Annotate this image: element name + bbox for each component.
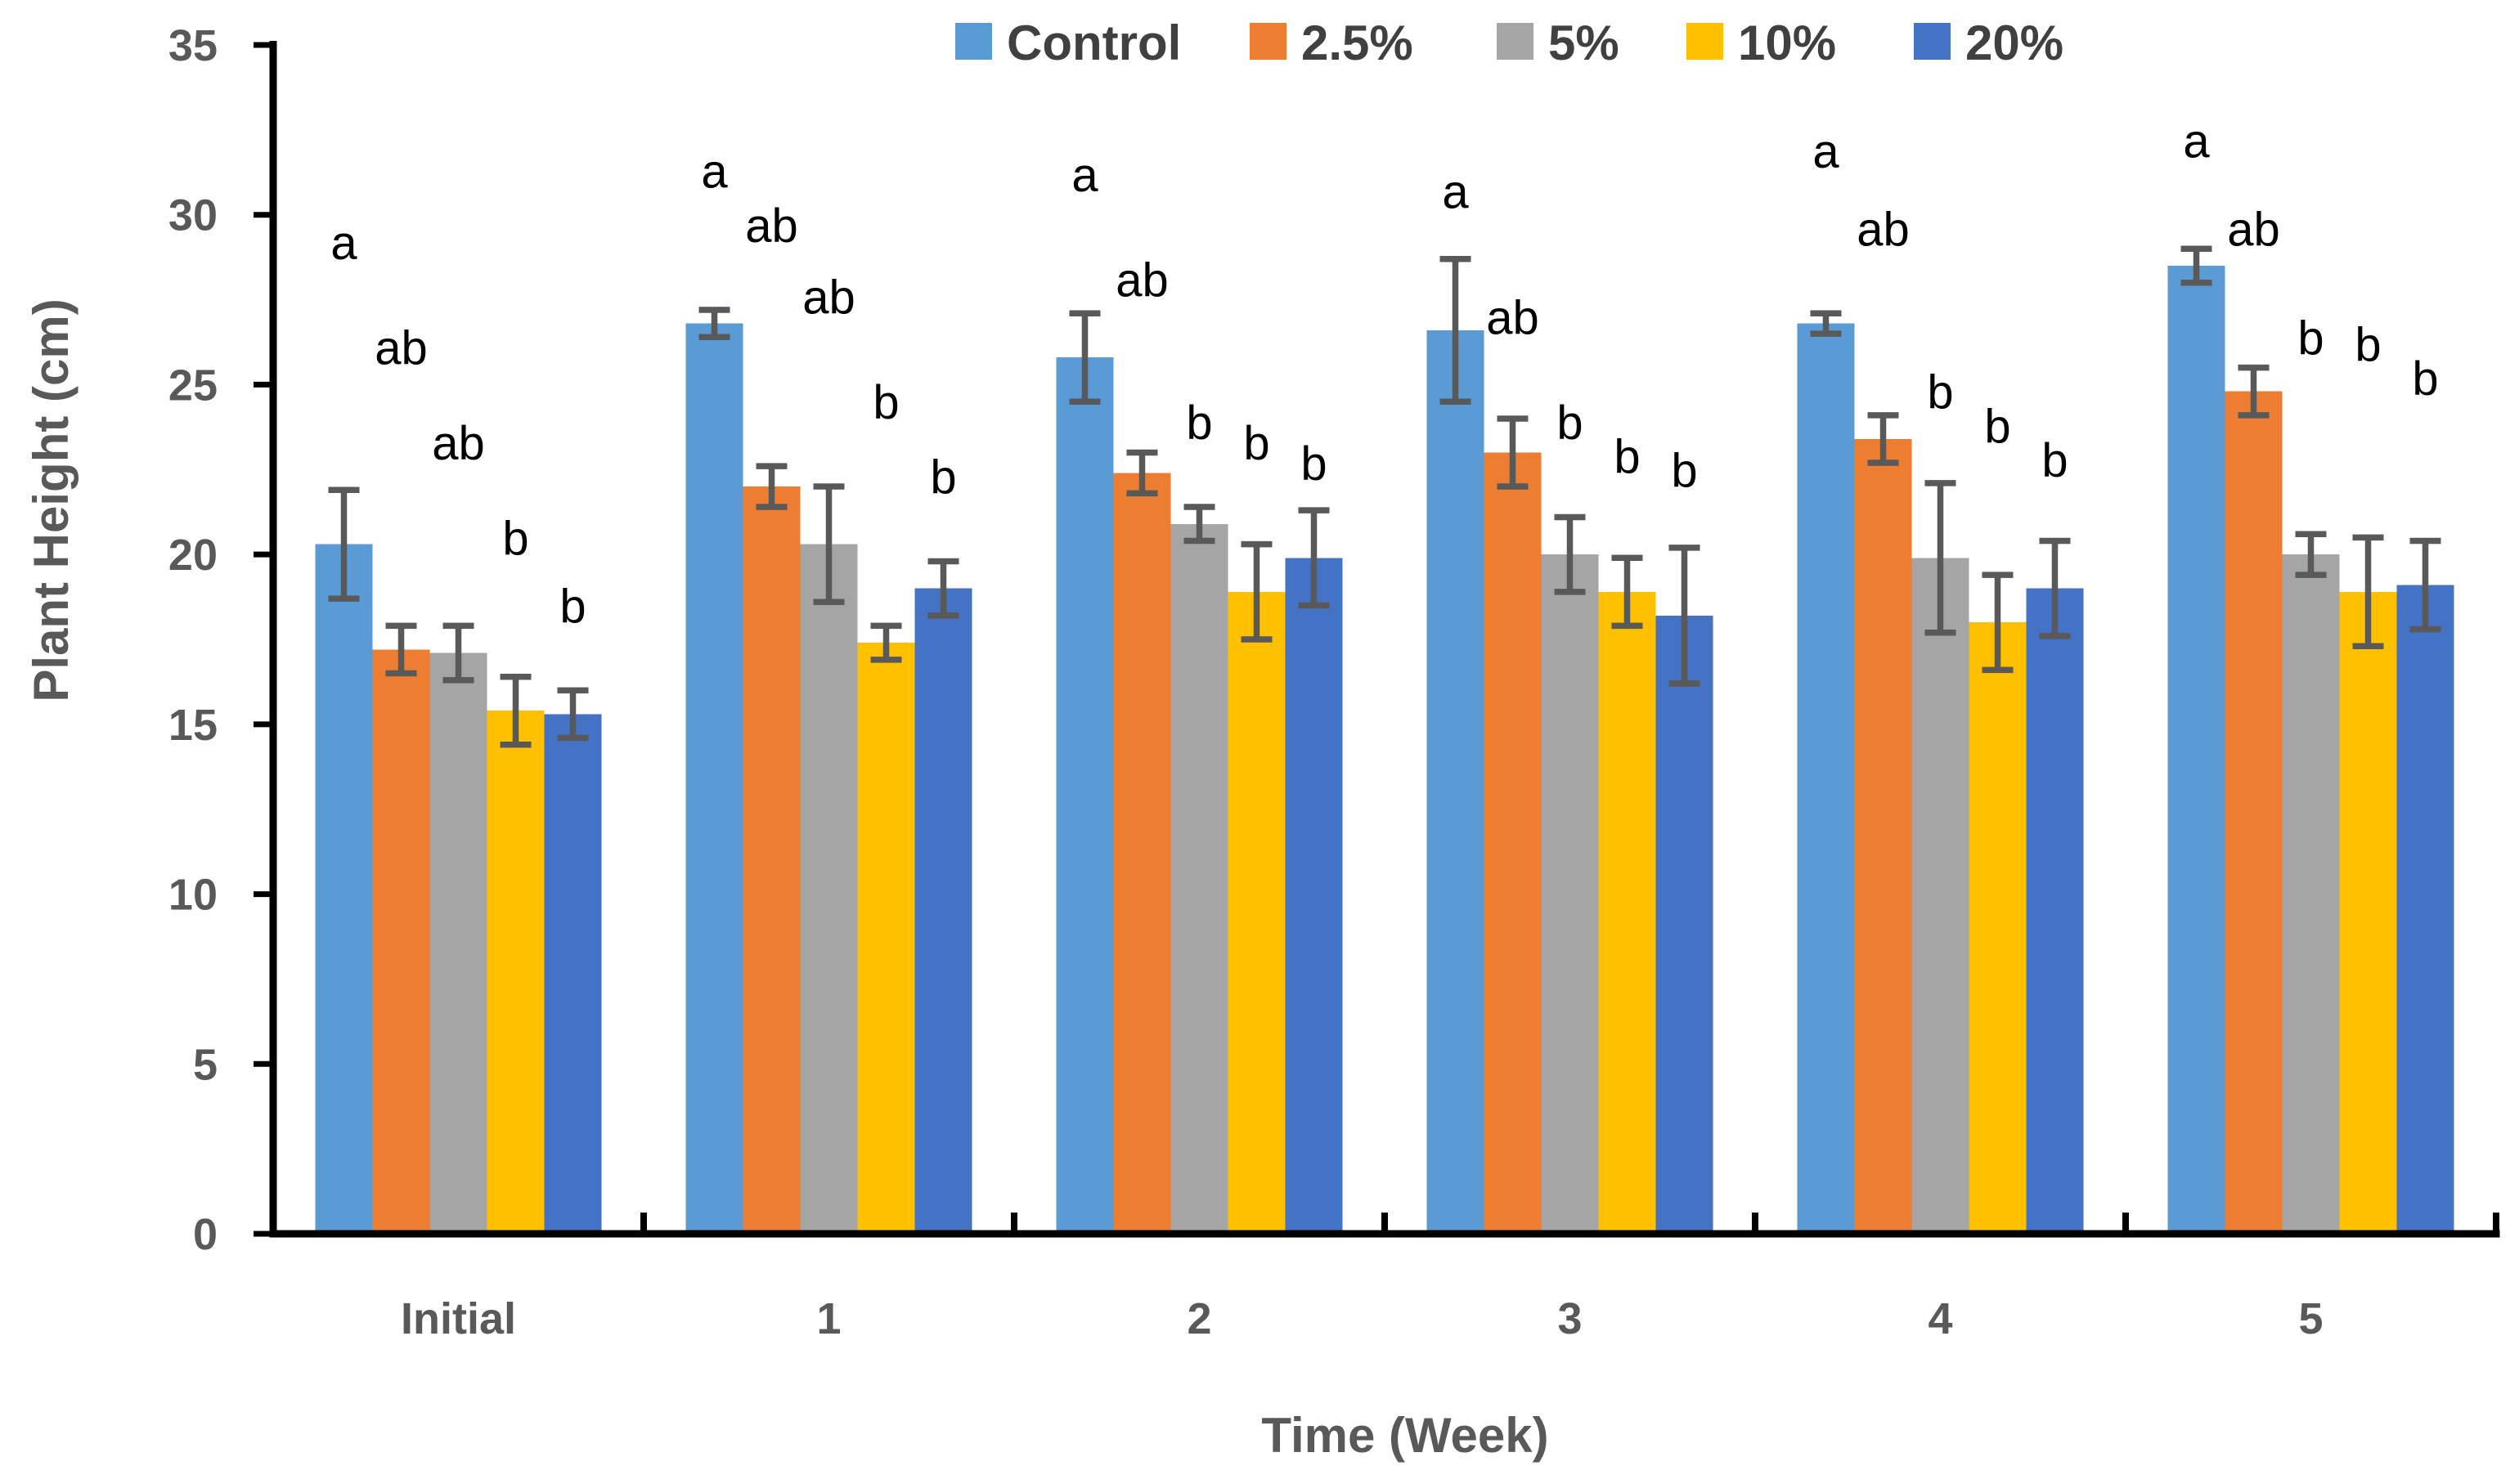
sig-letter: b: [2041, 434, 2068, 487]
sig-letter: a: [1812, 125, 1839, 178]
sig-letter: b: [1186, 397, 1212, 450]
legend-label: 10%: [1738, 16, 1836, 70]
sig-letter: a: [1442, 166, 1469, 219]
y-tick-label: 35: [168, 21, 218, 70]
sig-letter: b: [502, 512, 528, 565]
y-tick-label: 15: [168, 701, 218, 750]
sig-letter: ab: [1116, 254, 1169, 307]
bar: [1969, 622, 2027, 1234]
sig-letter: ab: [1486, 291, 1539, 344]
legend-label: 5%: [1548, 16, 1619, 70]
bar: [2396, 585, 2454, 1234]
sig-letter: b: [1984, 400, 2010, 453]
y-tick-label: 25: [168, 361, 218, 410]
bar: [743, 486, 801, 1234]
legend-swatch: [1497, 23, 1533, 60]
legend-swatch: [1914, 23, 1951, 60]
bar: [1426, 330, 1484, 1235]
legend-swatch: [955, 23, 992, 60]
sig-letter: b: [1614, 431, 1640, 484]
sig-letter: a: [701, 146, 728, 199]
bar: [857, 643, 915, 1234]
sig-letter: ab: [375, 322, 428, 375]
x-category-label: 2: [1187, 1294, 1211, 1343]
sig-letter: ab: [745, 200, 798, 253]
sig-letter: a: [330, 217, 357, 270]
bar: [1228, 591, 1286, 1234]
bar: [2167, 266, 2225, 1234]
bar: [2026, 588, 2084, 1234]
bar: [685, 323, 743, 1235]
y-tick-label: 10: [168, 871, 218, 920]
bar: [1541, 554, 1599, 1234]
bar: [1484, 452, 1542, 1234]
y-axis-title: Plant Height (cm): [24, 298, 79, 702]
bar: [1170, 523, 1228, 1234]
bar: [1285, 558, 1343, 1234]
sig-letter: b: [2297, 312, 2324, 365]
sig-letter: b: [930, 451, 956, 504]
y-tick-label: 5: [193, 1040, 218, 1089]
bar: [1655, 615, 1713, 1234]
sig-letter: a: [2183, 114, 2210, 168]
sig-letter: ab: [1857, 203, 1910, 256]
y-tick-label: 0: [193, 1210, 218, 1259]
legend-swatch: [1686, 23, 1723, 60]
bar: [487, 711, 545, 1234]
sig-letter: b: [873, 376, 899, 429]
sig-letter: ab: [2227, 203, 2280, 256]
sig-letter: b: [1300, 437, 1327, 491]
legend-label: 2.5%: [1301, 16, 1413, 70]
bar: [1598, 591, 1656, 1234]
bar: [1056, 357, 1114, 1234]
sig-letter: a: [1071, 149, 1098, 202]
legend-swatch: [1250, 23, 1286, 60]
legend-label: 20%: [1965, 16, 2063, 70]
bar: [544, 714, 602, 1234]
bar: [800, 544, 858, 1234]
sig-letter: ab: [432, 417, 485, 470]
bar: [1113, 473, 1171, 1234]
bar: [1911, 558, 1969, 1234]
bar: [2282, 554, 2340, 1234]
sig-letter: b: [1927, 366, 1953, 419]
sig-letter: b: [1243, 417, 1269, 470]
bar: [1854, 438, 1912, 1234]
x-category-label: Initial: [401, 1294, 516, 1343]
bar: [2225, 391, 2283, 1234]
sig-letter: b: [1556, 397, 1583, 450]
sig-letter: ab: [802, 271, 855, 324]
bar: [914, 588, 972, 1234]
bar: [429, 652, 487, 1234]
bar: [315, 544, 373, 1234]
bar: [1797, 323, 1855, 1235]
x-axis-title: Time (Week): [1261, 1408, 1548, 1463]
y-tick-label: 20: [168, 531, 218, 580]
x-category-label: 4: [1928, 1294, 1952, 1343]
sig-letter: b: [1671, 444, 1697, 497]
x-category-label: 1: [816, 1294, 841, 1343]
legend-label: Control: [1007, 16, 1181, 70]
sig-letter: b: [2412, 352, 2438, 406]
x-category-label: 3: [1557, 1294, 1582, 1343]
y-tick-label: 30: [168, 191, 218, 240]
bar: [372, 649, 430, 1234]
sig-letter: b: [559, 580, 586, 633]
sig-letter: b: [2355, 319, 2381, 372]
x-category-label: 5: [2298, 1294, 2323, 1343]
bar: [2339, 591, 2397, 1234]
